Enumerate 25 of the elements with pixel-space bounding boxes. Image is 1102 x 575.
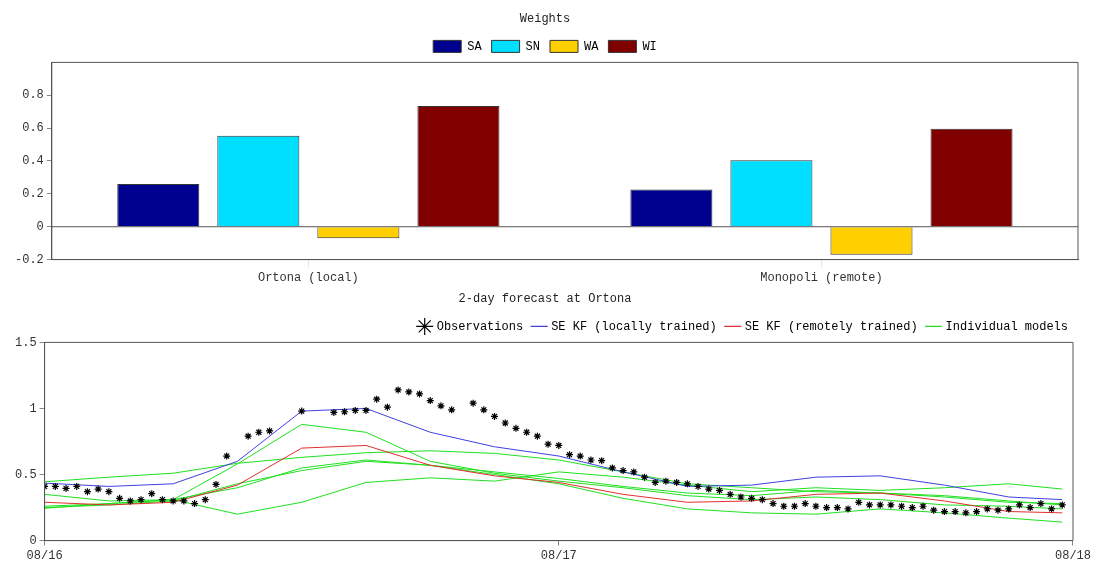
- legend-label: WA: [584, 39, 600, 54]
- y-tick-label: 0: [36, 219, 44, 234]
- x-tick-label: 08/16: [26, 548, 63, 563]
- y-tick-label: 0.6: [22, 121, 44, 136]
- y-tick-label: 0: [29, 533, 37, 548]
- legend-label: Observations: [436, 319, 524, 334]
- y-tick-label: 0.2: [22, 187, 44, 202]
- y-tick-label: 1.5: [14, 335, 37, 350]
- y-tick-label: 0.8: [22, 88, 44, 103]
- legend-label: WI: [642, 39, 657, 54]
- legend-label: Individual models: [945, 319, 1068, 334]
- chart-title: Weights: [519, 12, 571, 27]
- legend-label: SE KF (remotely trained): [744, 319, 918, 334]
- legend-label: SE KF (locally trained): [551, 319, 717, 334]
- x-tick-label: 08/18: [1054, 548, 1091, 563]
- chart-title: 2-day forecast at Ortona: [458, 292, 632, 307]
- legend-label: SN: [525, 39, 540, 54]
- x-tick-label: 08/17: [540, 548, 577, 563]
- x-tick-label: Monopoli (remote): [760, 270, 883, 285]
- y-tick-label: 1: [29, 401, 37, 416]
- y-tick-label: 0.5: [14, 467, 37, 482]
- legend-label: SA: [467, 39, 483, 54]
- y-tick-label: 0.4: [22, 154, 44, 169]
- y-tick-label: -0.2: [14, 252, 44, 267]
- x-tick-label: Ortona (local): [257, 270, 359, 285]
